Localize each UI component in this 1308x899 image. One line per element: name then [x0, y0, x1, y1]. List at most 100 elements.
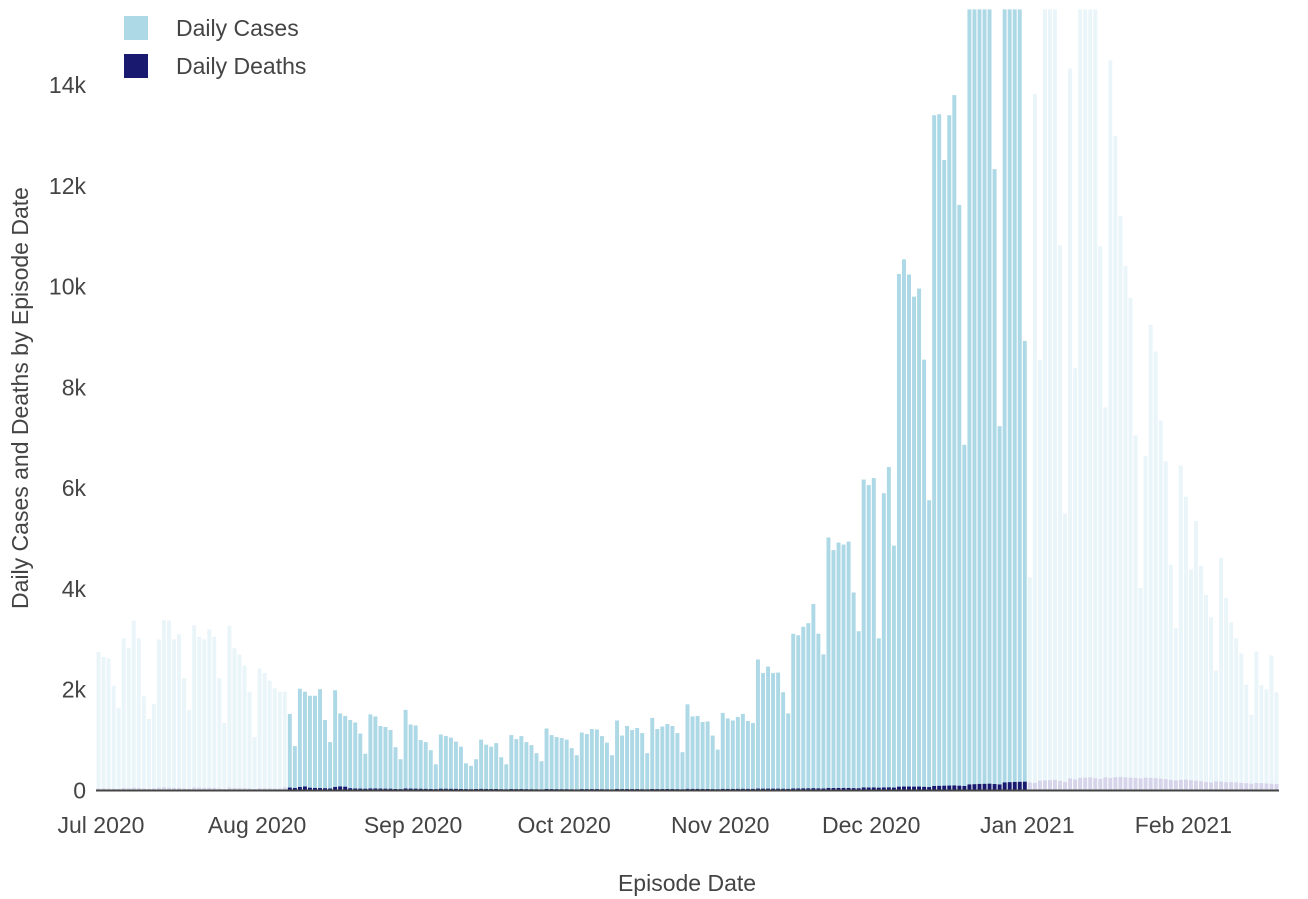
cases-bar[interactable] [514, 739, 519, 791]
cases-bar[interactable] [942, 160, 947, 791]
cases-bar[interactable] [101, 656, 106, 791]
cases-bar[interactable] [1098, 246, 1103, 791]
deaths-bar[interactable] [861, 787, 866, 791]
cases-bar[interactable] [750, 722, 755, 791]
cases-bar[interactable] [363, 753, 368, 791]
deaths-bar[interactable] [977, 783, 982, 791]
cases-bar[interactable] [1068, 68, 1073, 791]
cases-bar[interactable] [1234, 638, 1239, 791]
cases-bar[interactable] [846, 541, 851, 791]
deaths-bar[interactable] [328, 788, 333, 791]
deaths-bar[interactable] [856, 788, 861, 791]
deaths-bar[interactable] [313, 787, 317, 791]
cases-bar[interactable] [1219, 557, 1224, 791]
cases-bar[interactable] [620, 735, 625, 791]
cases-bar[interactable] [1163, 461, 1168, 791]
cases-bar[interactable] [474, 759, 479, 791]
deaths-bar[interactable] [851, 788, 856, 791]
cases-bar[interactable] [1204, 594, 1208, 791]
cases-bar[interactable] [1113, 135, 1118, 791]
deaths-bar[interactable] [368, 788, 373, 791]
cases-bar[interactable] [927, 500, 932, 791]
deaths-bar[interactable] [1012, 781, 1017, 791]
legend-label-deaths[interactable]: Daily Deaths [176, 53, 306, 79]
cases-bar[interactable] [680, 752, 685, 791]
deaths-bar[interactable] [192, 787, 197, 791]
cases-bar[interactable] [156, 639, 161, 791]
deaths-bar[interactable] [1083, 777, 1088, 791]
cases-bar[interactable] [192, 625, 197, 791]
cases-bar[interactable] [378, 726, 383, 791]
deaths-bar[interactable] [962, 785, 967, 791]
cases-bar[interactable] [831, 550, 836, 791]
deaths-bar[interactable] [891, 787, 896, 791]
cases-bar[interactable] [494, 743, 499, 791]
cases-bar[interactable] [695, 715, 700, 791]
deaths-bar[interactable] [1214, 781, 1219, 791]
deaths-bar[interactable] [791, 788, 796, 791]
deaths-bar[interactable] [136, 787, 141, 791]
cases-bar[interactable] [962, 444, 967, 791]
deaths-bar[interactable] [1037, 780, 1042, 791]
cases-bar[interactable] [912, 296, 916, 791]
cases-bar[interactable] [1158, 420, 1163, 791]
cases-bar[interactable] [353, 722, 358, 791]
cases-bar[interactable] [111, 685, 116, 791]
deaths-bar[interactable] [1183, 779, 1188, 791]
cases-bar[interactable] [469, 765, 473, 791]
cases-bar[interactable] [232, 647, 237, 791]
deaths-bar[interactable] [177, 787, 182, 791]
cases-bar[interactable] [771, 673, 776, 791]
cases-bar[interactable] [1053, 9, 1057, 791]
cases-bar[interactable] [896, 273, 901, 791]
cases-bar[interactable] [902, 259, 906, 791]
cases-bar[interactable] [443, 736, 448, 791]
deaths-bar[interactable] [841, 787, 846, 791]
cases-bar[interactable] [348, 719, 353, 791]
cases-bar[interactable] [237, 654, 242, 791]
deaths-bar[interactable] [1193, 780, 1198, 791]
cases-bar[interactable] [1229, 622, 1234, 791]
deaths-bar[interactable] [1264, 783, 1269, 791]
cases-bar[interactable] [685, 704, 690, 791]
cases-bar[interactable] [96, 651, 101, 791]
deaths-bar[interactable] [1163, 779, 1168, 791]
legend-swatch-cases[interactable] [124, 16, 148, 40]
cases-bar[interactable] [756, 659, 760, 791]
cases-bar[interactable] [866, 485, 871, 791]
cases-bar[interactable] [720, 712, 725, 791]
cases-bar[interactable] [252, 737, 257, 791]
deaths-bar[interactable] [167, 787, 171, 791]
cases-bar[interactable] [282, 691, 287, 791]
cases-bar[interactable] [1007, 9, 1012, 791]
cases-bar[interactable] [509, 735, 514, 791]
deaths-bar[interactable] [1158, 778, 1163, 791]
cases-bar[interactable] [358, 733, 363, 791]
deaths-bar[interactable] [302, 786, 307, 791]
deaths-bar[interactable] [297, 786, 302, 791]
cases-bar[interactable] [977, 9, 982, 791]
cases-bar[interactable] [660, 726, 665, 791]
cases-bar[interactable] [625, 726, 630, 791]
deaths-bar[interactable] [1209, 782, 1214, 791]
cases-bar[interactable] [630, 730, 635, 791]
cases-bar[interactable] [141, 696, 146, 791]
deaths-bar[interactable] [811, 788, 816, 791]
cases-bar[interactable] [116, 707, 121, 791]
deaths-bar[interactable] [1042, 780, 1047, 791]
cases-bar[interactable] [1012, 9, 1017, 791]
cases-bar[interactable] [861, 479, 866, 791]
legend-label-cases[interactable]: Daily Cases [176, 15, 299, 41]
cases-bar[interactable] [1078, 9, 1083, 791]
cases-bar[interactable] [972, 9, 977, 791]
cases-bar[interactable] [167, 620, 171, 791]
deaths-bar[interactable] [1153, 778, 1158, 791]
cases-bar[interactable] [1032, 94, 1037, 791]
deaths-bar[interactable] [247, 788, 252, 791]
cases-bar[interactable] [408, 724, 413, 791]
cases-bar[interactable] [151, 703, 156, 791]
cases-bar[interactable] [479, 739, 484, 791]
cases-bar[interactable] [1254, 651, 1259, 791]
cases-bar[interactable] [428, 750, 433, 791]
cases-bar[interactable] [635, 728, 640, 791]
